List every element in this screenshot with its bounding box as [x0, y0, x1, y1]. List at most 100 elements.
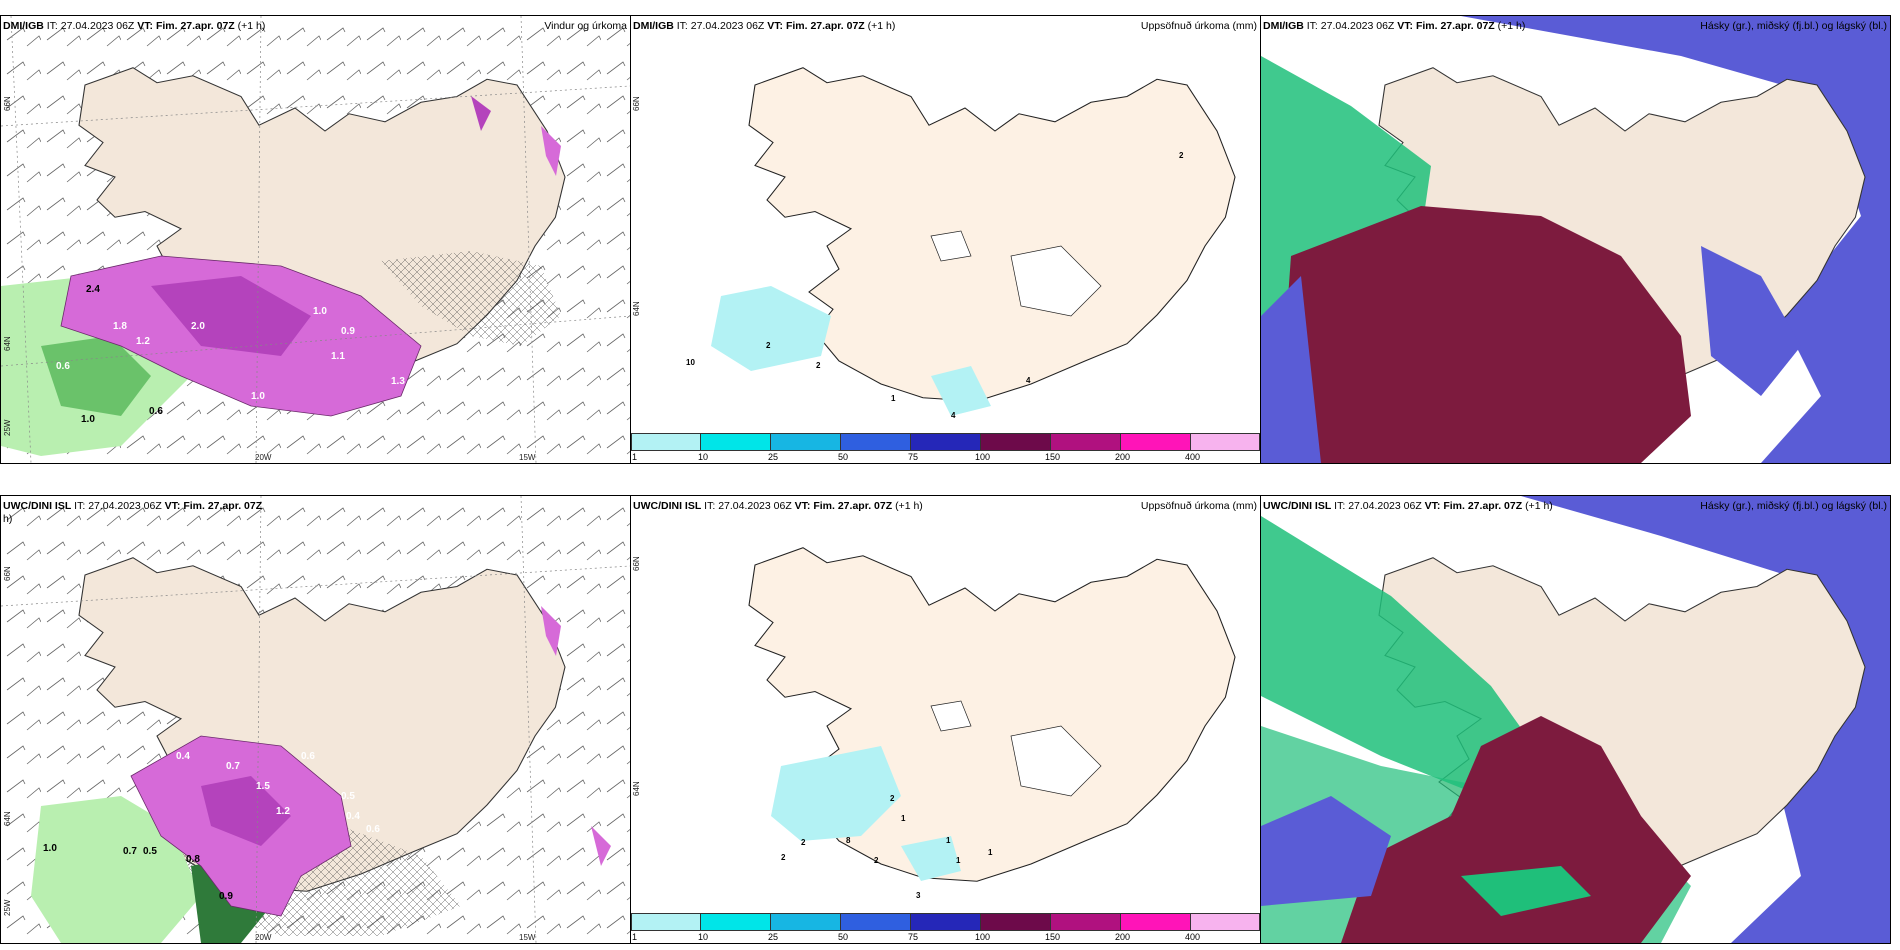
value-label: 0.6 [149, 406, 163, 417]
colorbar-segment [911, 433, 981, 451]
model-name: DMI/IGB [1263, 20, 1304, 32]
vt-value: Fim. 27.apr. 07Z [1415, 20, 1495, 32]
colorbar-segment [701, 433, 771, 451]
it-label: IT: [46, 20, 58, 32]
lat-label: 25W [3, 899, 12, 916]
panel-header: DMI/IGB IT: 27.04.2023 06Z VT: Fim. 27.a… [3, 20, 265, 32]
value-label: 0.5 [143, 846, 157, 857]
value-label: 1 [891, 394, 896, 403]
panel-header: DMI/IGB IT: 27.04.2023 06Z VT: Fim. 27.a… [633, 20, 895, 32]
vt-value: Fim. 27.apr. 07Z [1443, 500, 1523, 512]
colorbar-tick: 50 [838, 932, 849, 942]
colorbar-segment [841, 913, 911, 931]
value-label: 0.4 [346, 811, 360, 822]
value-label: 1.5 [256, 781, 270, 792]
value-label: 1.0 [251, 391, 265, 402]
colorbar-segment [911, 913, 981, 931]
value-label: 1.3 [391, 376, 405, 387]
value-label: 1.2 [136, 336, 150, 347]
map-canvas [1261, 496, 1890, 943]
model-name: DMI/IGB [3, 20, 44, 32]
panel-header: UWC/DINI ISL IT: 27.04.2023 06Z VT: Fim.… [1263, 500, 1553, 512]
lat-label: 66N [3, 566, 12, 581]
value-label: 8 [846, 836, 851, 845]
value-label: 1.1 [331, 351, 345, 362]
colorbar-tick: 25 [768, 452, 779, 462]
value-label: 1.0 [313, 306, 327, 317]
lat-label: 66N [3, 96, 12, 111]
panel-header: UWC/DINI ISL IT: 27.04.2023 06Z VT: Fim.… [3, 500, 262, 512]
it-value: 27.04.2023 06Z [1320, 20, 1395, 32]
colorbar-segment [1051, 913, 1121, 931]
colorbar-segment [771, 433, 841, 451]
colorbar-segment [771, 913, 841, 931]
vt-label: VT: [1397, 20, 1414, 32]
colorbar-tick: 50 [838, 452, 849, 462]
it-value: 27.04.2023 06Z [1348, 500, 1422, 512]
vt-label: VT: [794, 500, 811, 512]
panel-header: DMI/IGB IT: 27.04.2023 06Z VT: Fim. 27.a… [1263, 20, 1525, 32]
value-label: 1 [901, 814, 906, 823]
colorbar-tick: 10 [698, 452, 709, 462]
vt-value: Fim. 27.apr. 07Z [155, 20, 235, 32]
colorbar: 1 10 25 50 75 100 150 200 400 [631, 433, 1260, 463]
colorbar-tick: 25 [768, 932, 779, 942]
value-label: 2 [890, 794, 895, 803]
lon-label: 15W [519, 933, 536, 942]
colorbar-tick: 200 [1115, 452, 1131, 462]
vt-label: VT: [1424, 500, 1441, 512]
value-label: 0.7 [226, 761, 240, 772]
it-label: IT: [676, 20, 688, 32]
colorbar-segment [631, 433, 701, 451]
colorbar-tick: 150 [1045, 452, 1061, 462]
it-label: IT: [74, 500, 86, 512]
colorbar-segment [1121, 433, 1191, 451]
colorbar: 1 10 25 50 75 100 150 200 400 [631, 913, 1260, 943]
vt-label: VT: [137, 20, 154, 32]
value-label: 2 [874, 856, 879, 865]
colorbar-segment [1051, 433, 1121, 451]
colorbar-segment [981, 433, 1051, 451]
value-label: 1.2 [276, 806, 290, 817]
colorbar-segment [841, 433, 911, 451]
value-label: 4 [1026, 376, 1031, 385]
colorbar-segment [981, 913, 1051, 931]
colorbar-tick: 1 [632, 932, 638, 942]
panel-title: Hásky (gr.), miðský (fj.bl.) og lágský (… [1700, 500, 1887, 512]
vt-label: VT: [164, 500, 181, 512]
value-label: 0.7 [123, 846, 137, 857]
vt-value: Fim. 27.apr. 07Z [183, 500, 263, 512]
value-label: 0.6 [366, 824, 380, 835]
lat-label: 25W [3, 419, 12, 436]
vt-value: Fim. 27.apr. 07Z [813, 500, 893, 512]
value-label: 1.8 [113, 321, 127, 332]
colorbar-tick: 200 [1115, 932, 1131, 942]
value-label: 1 [956, 856, 961, 865]
colorbar-tick: 100 [975, 932, 991, 942]
panel-header: UWC/DINI ISL IT: 27.04.2023 06Z VT: Fim.… [633, 500, 923, 512]
lead-time: (+1 h) [867, 20, 896, 32]
value-label: 0.9 [219, 891, 233, 902]
colorbar-tick: 400 [1185, 452, 1201, 462]
colorbar-tick: 100 [975, 452, 991, 462]
colorbar-tick: 10 [698, 932, 709, 942]
value-label: 0.9 [341, 326, 355, 337]
lon-label: 20W [255, 933, 272, 942]
value-label: 0.4 [176, 751, 190, 762]
model-name: UWC/DINI ISL [3, 500, 72, 512]
lead-time: (+1 h) [1525, 500, 1553, 512]
colorbar-tick: 75 [908, 452, 919, 462]
value-label: 10 [686, 358, 695, 367]
it-label: IT: [1306, 20, 1318, 32]
value-label: 2.0 [191, 321, 205, 332]
value-label: 1.0 [43, 843, 57, 854]
map-canvas [748, 547, 1236, 882]
value-label: 0.6 [301, 751, 315, 762]
lat-label: 66N [632, 556, 641, 571]
value-label: 4 [951, 411, 956, 420]
lead-time: (+1 h) [237, 20, 266, 32]
panel-title: Hásky (gr.), miðský (fj.bl.) og lágský (… [1700, 20, 1887, 32]
lead-time: (+1 h) [1497, 20, 1526, 32]
value-label: 1 [946, 836, 951, 845]
value-label: 1 [988, 848, 993, 857]
